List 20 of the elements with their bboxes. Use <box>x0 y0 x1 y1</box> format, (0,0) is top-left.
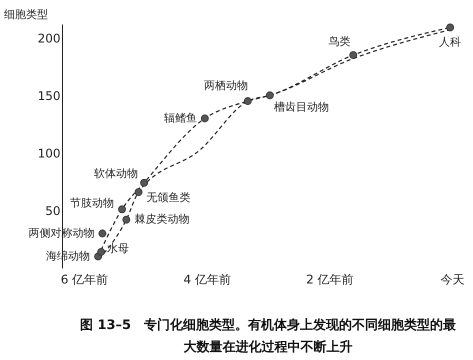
annotation: 两栖动物 <box>204 79 248 92</box>
annotation: 软体动物 <box>94 166 138 180</box>
x-tick-label: 4 亿年前 <box>183 272 231 286</box>
annotation: 水母 <box>107 242 130 255</box>
annotation: 无颌鱼类 <box>146 191 191 204</box>
annotation: 节肢动物 <box>70 196 114 210</box>
annotation: 鸟类 <box>328 35 350 48</box>
x-tick-label: 6 亿年前 <box>60 272 108 286</box>
annotation: 人科 <box>439 35 462 48</box>
annotation: 辐鳍鱼 <box>164 111 197 124</box>
x-tick-label: 2 亿年前 <box>306 272 354 286</box>
y-axis-title: 细胞类型 <box>4 8 48 21</box>
annotation: 棘皮类动物 <box>134 212 190 226</box>
y-tick-label: 50 <box>45 204 60 218</box>
y-tick-label: 150 <box>38 88 60 103</box>
y-tick-label: 200 <box>38 31 60 46</box>
annotation: 槽齿目动物 <box>274 100 329 114</box>
x-tick-label: 今天 <box>440 272 464 286</box>
caption: 图 13–5 专门化细胞类型。有机体身上发现的不同细胞类型的最大数量在进化过程中不断上升 <box>80 317 456 355</box>
y-tick-label: 100 <box>38 146 60 160</box>
